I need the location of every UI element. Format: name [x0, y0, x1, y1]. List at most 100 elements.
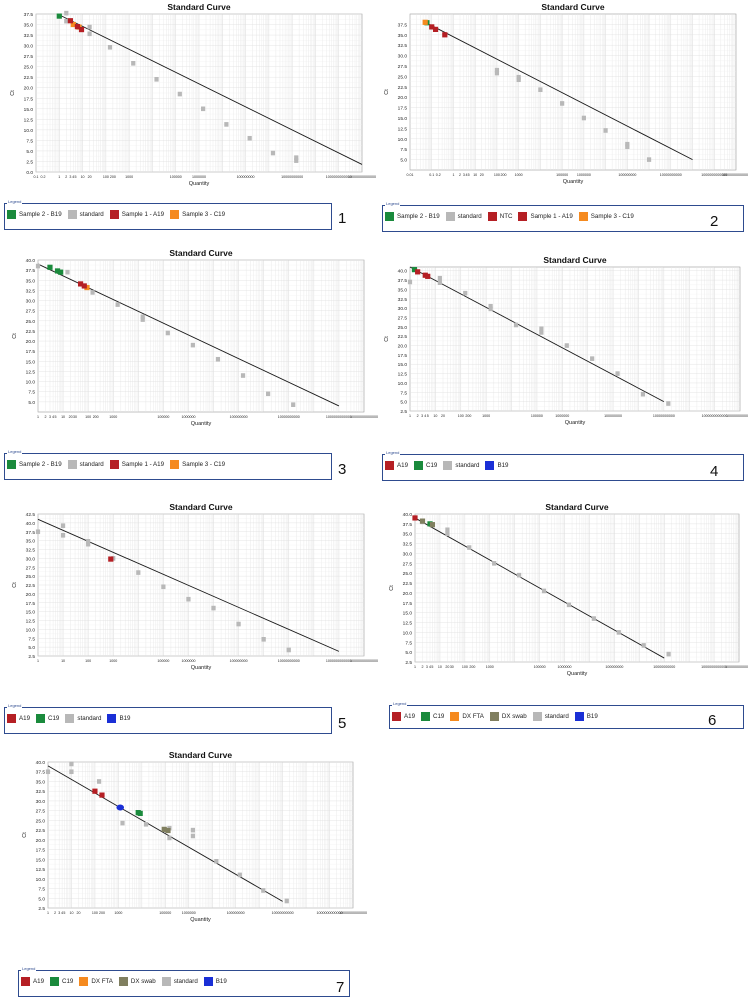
data-point	[261, 888, 266, 893]
x-tick-label: 4	[52, 415, 54, 419]
chart-panel-5: Standard Curve 2.5 5.0 7.5 10.0 12.5 15.0 17.5 2…	[0, 490, 378, 734]
data-point	[108, 556, 114, 562]
y-tick-label: 7.5	[405, 640, 412, 646]
data-point	[86, 539, 91, 544]
y-tick-label: 20.0	[403, 591, 413, 597]
y-tick-label: 35.0	[403, 532, 413, 538]
x-tick-label: 1000	[109, 659, 117, 663]
legend-label: Sample 1 - A19	[121, 461, 165, 468]
data-point	[407, 279, 413, 285]
data-point	[215, 357, 221, 362]
y-tick-label: 37.5	[24, 12, 34, 18]
legend-item: standard	[65, 714, 101, 723]
legend-label: standard	[455, 462, 480, 469]
x-tick-label: 20	[77, 911, 81, 915]
y-tick-label: 30.0	[36, 799, 46, 805]
x-tick-label: 100000	[170, 175, 182, 179]
data-point	[236, 621, 241, 627]
y-tick-label: 5.0	[28, 645, 35, 651]
chart-title: Standard Curve	[541, 2, 605, 12]
x-tick-label: 1	[409, 414, 411, 418]
y-tick-label: 32.5	[398, 297, 408, 303]
x-tick-label: 10	[81, 175, 85, 179]
x-tick-label: 1000000000000	[701, 173, 727, 177]
y-tick-label: 35.0	[36, 779, 46, 785]
legend-item: C19	[50, 977, 73, 986]
x-tick-label: 20	[69, 415, 73, 419]
legend-title: Legend	[7, 199, 23, 204]
x-tick-label: 5	[427, 414, 429, 418]
panel-number: 1	[338, 210, 347, 227]
x-tick-label: 100	[494, 173, 500, 177]
x-tick-label: 1000000	[181, 415, 195, 419]
series-blue	[116, 804, 125, 811]
legend-swatch	[7, 210, 16, 219]
legend: Legend A19 C19 DX FTA DX swab standard B19	[389, 701, 744, 729]
legend-label: Sample 2 - B19	[19, 461, 62, 468]
chart-svg: Standard Curve5.07.510.012.515.017.520.0…	[384, 2, 748, 185]
data-point	[190, 833, 196, 839]
x-tick-label: 0.1	[429, 173, 434, 177]
legend-swatch	[65, 714, 75, 723]
data-point	[140, 317, 145, 322]
legend-label: Sample 3 - C19	[182, 461, 226, 468]
series-gray	[35, 523, 291, 653]
y-tick-label: 22.5	[36, 828, 46, 834]
x-tick-label: 0.01	[407, 173, 414, 177]
x-tick-label: 20	[445, 665, 449, 669]
legend-label: NTC	[499, 213, 513, 220]
data-point	[437, 275, 442, 281]
y-tick-label: 5.0	[28, 400, 35, 406]
x-tick-label: 3	[49, 415, 51, 419]
legend-swatch	[485, 461, 495, 470]
x-tick-label: 200	[93, 415, 99, 419]
data-point	[120, 820, 125, 826]
legend-swatch	[385, 461, 394, 470]
data-point	[96, 779, 102, 784]
legend-label: DX FTA	[91, 978, 113, 985]
legend-label: B19	[497, 462, 509, 469]
legend-swatch	[385, 212, 394, 221]
x-tick-label: 10000000000	[278, 659, 300, 663]
data-point	[516, 77, 521, 83]
x-tick-label: 4	[61, 911, 63, 915]
y-tick-label: 22.5	[24, 75, 34, 81]
y-tick-label: 2.5	[26, 159, 33, 165]
grid	[37, 259, 364, 412]
data-point	[266, 391, 271, 397]
y-tick-label: 32.5	[403, 542, 413, 548]
data-point	[65, 269, 70, 275]
legend-label: Sample 1 - A19	[121, 211, 165, 218]
data-point	[47, 264, 53, 270]
data-point	[625, 141, 630, 147]
x-tick-label: 100	[85, 415, 91, 419]
legend: Legend A19 C19 DX FTA DX swab standard B19	[18, 966, 350, 997]
x-tick-label: 5	[75, 175, 77, 179]
x-tick-label: 1000000	[555, 414, 569, 418]
x-tick-label: 1	[414, 665, 416, 669]
grid	[37, 513, 364, 657]
y-tick-label: 5.0	[38, 896, 45, 902]
data-point	[411, 267, 418, 273]
panel-number: 3	[338, 461, 347, 478]
x-tick-label: 100	[458, 414, 464, 418]
chart-title: Standard Curve	[169, 502, 233, 512]
y-tick-label: 5.0	[400, 400, 407, 406]
y-axis-label: Ct	[12, 582, 18, 588]
x-tick-label: 1	[58, 175, 60, 179]
data-point	[646, 157, 652, 162]
chart-panel-7: Standard Curve 2.5 5.0 7.5 10.0 12.5 15.0 17.5 2…	[0, 740, 374, 997]
panel-number: 4	[710, 463, 719, 480]
x-tick-label: 30	[73, 415, 77, 419]
y-tick-label: 7.5	[38, 887, 45, 893]
legend-swatch	[67, 210, 77, 219]
chart-svg: Standard Curve 2.5 5.0 7.5 10.0 12.5 15.0 17.5 2…	[384, 255, 748, 426]
legend-label: Sample 2 - B19	[397, 213, 440, 220]
legend-label: standard	[79, 211, 104, 218]
legend-item: A19	[21, 977, 44, 986]
data-point	[538, 87, 543, 93]
x-tick-label: 2	[459, 173, 461, 177]
y-tick-label: 30.0	[26, 556, 36, 562]
chart-title: Standard Curve	[169, 248, 233, 258]
x-tick-label: 1000000	[182, 911, 196, 915]
